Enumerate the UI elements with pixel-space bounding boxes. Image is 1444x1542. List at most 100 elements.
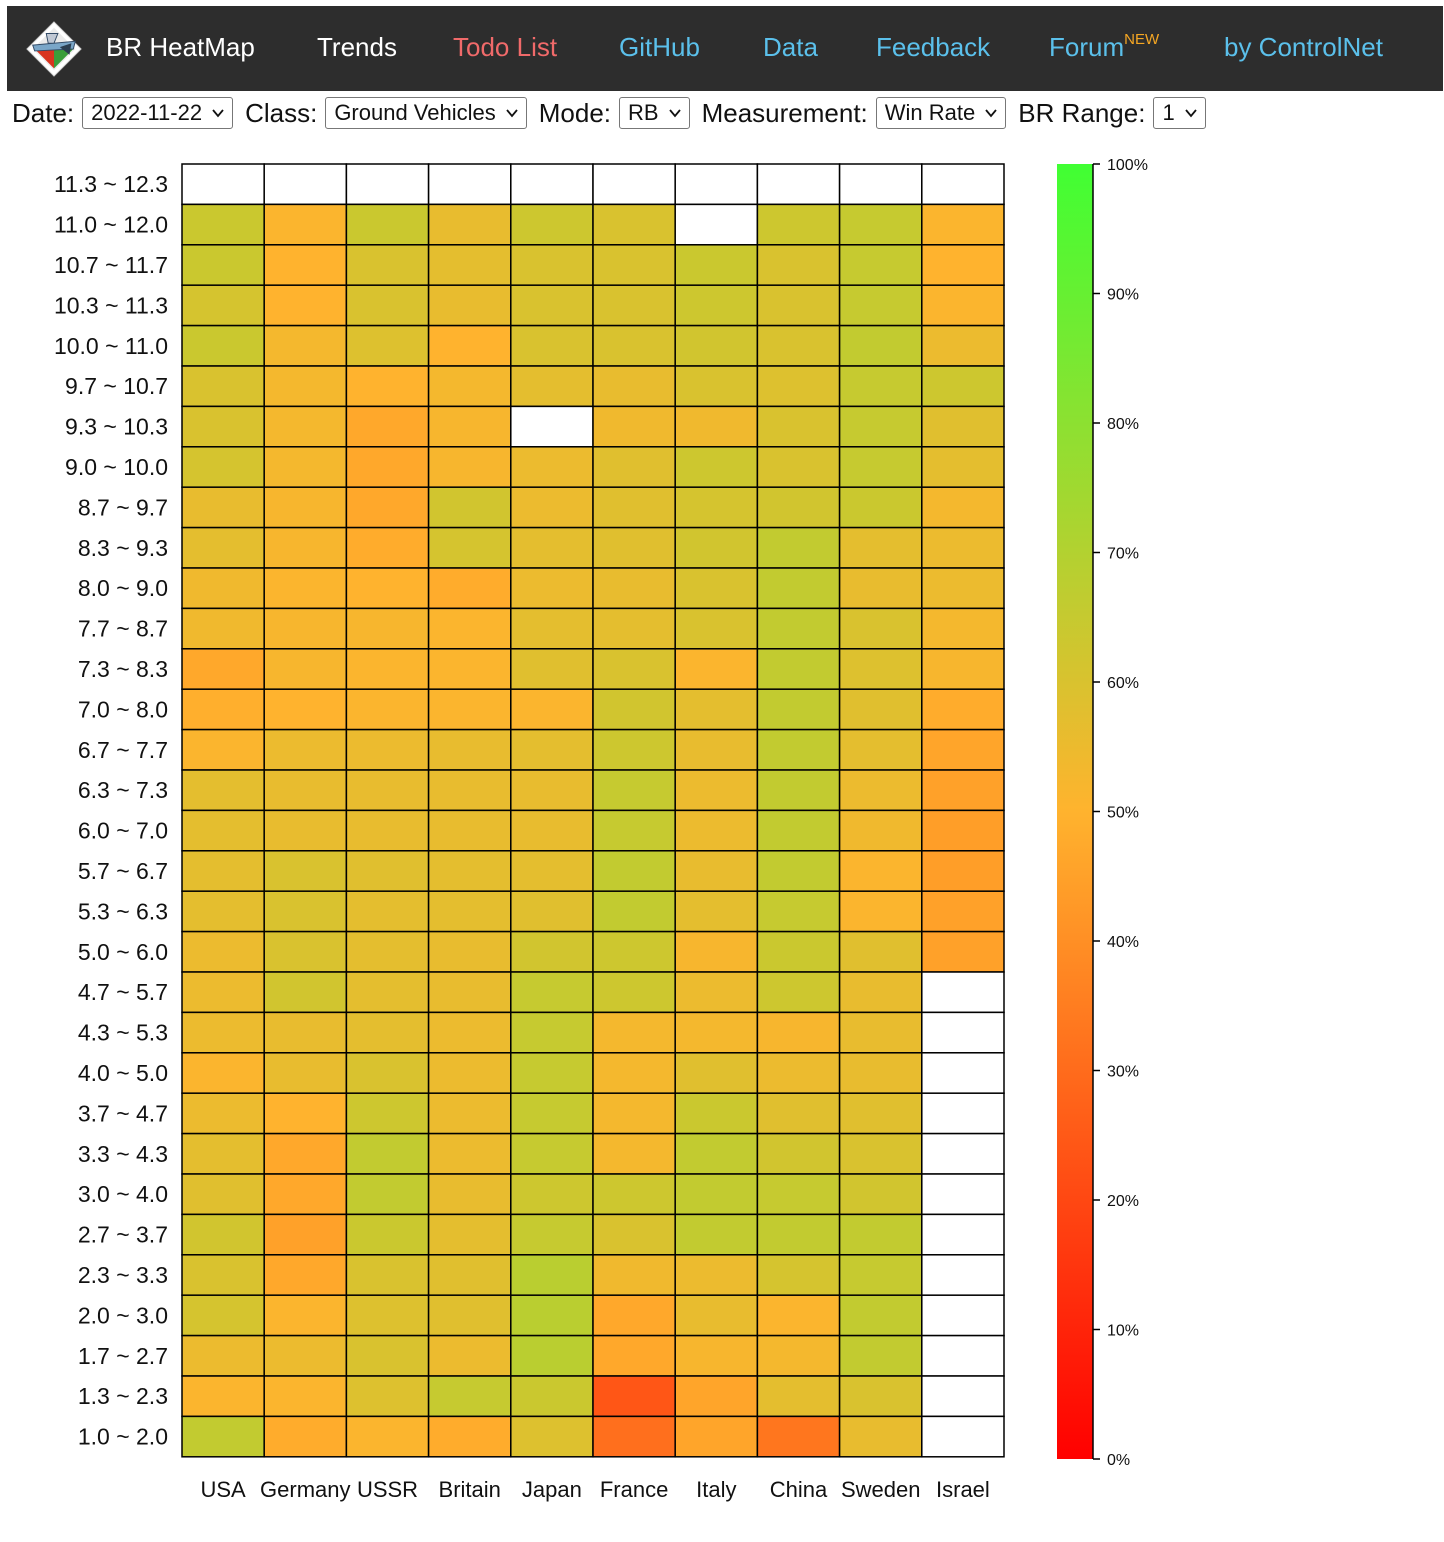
heatmap-cell[interactable] [921,1011,1005,1054]
heatmap-cell[interactable] [510,567,594,610]
heatmap-cell[interactable] [921,446,1005,488]
heatmap-cell[interactable] [427,850,512,892]
heatmap-cell[interactable] [921,1132,1005,1175]
heatmap-cell[interactable] [838,244,923,286]
heatmap-cell[interactable] [838,688,923,731]
heatmap-cell[interactable] [181,446,265,488]
heatmap-cell[interactable] [345,809,430,852]
heatmap-cell[interactable] [756,1334,841,1377]
heatmap-cell[interactable] [510,1254,594,1296]
heatmap-cell[interactable] [674,1334,759,1377]
heatmap-cell[interactable] [921,526,1005,569]
heatmap-cell[interactable] [427,567,512,610]
heatmap-cell[interactable] [921,567,1005,610]
heatmap-cell[interactable] [838,526,923,569]
heatmap-cell[interactable] [345,850,430,892]
heatmap-cell[interactable] [838,769,923,812]
heatmap-cell[interactable] [510,1294,594,1337]
heatmap-cell[interactable] [427,163,512,206]
heatmap-cell[interactable] [510,688,594,731]
heatmap-cell[interactable] [427,971,512,1014]
heatmap-cell[interactable] [181,1415,265,1458]
heatmap-cell[interactable] [263,1415,348,1458]
heatmap-cell[interactable] [838,648,923,690]
heatmap-cell[interactable] [838,324,923,367]
heatmap-cell[interactable] [263,405,348,448]
mode-select[interactable]: RB [619,97,690,129]
heatmap-cell[interactable] [345,769,430,812]
heatmap-cell[interactable] [510,809,594,852]
heatmap-cell[interactable] [756,890,841,933]
heatmap-cell[interactable] [263,1052,348,1094]
heatmap-cell[interactable] [674,1052,759,1094]
heatmap-cell[interactable] [592,728,676,771]
heatmap-cell[interactable] [510,850,594,892]
heatmap-cell[interactable] [838,890,923,933]
heatmap-cell[interactable] [756,688,841,731]
heatmap-cell[interactable] [756,1294,841,1337]
heatmap-cell[interactable] [510,1052,594,1094]
heatmap-cell[interactable] [263,809,348,852]
heatmap-cell[interactable] [427,607,512,650]
heatmap-cell[interactable] [756,405,841,448]
heatmap-cell[interactable] [510,324,594,367]
heatmap-cell[interactable] [592,1254,676,1296]
heatmap-cell[interactable] [263,1213,348,1256]
heatmap-cell[interactable] [427,930,512,973]
heatmap-cell[interactable] [510,365,594,408]
heatmap-cell[interactable] [510,486,594,529]
heatmap-cell[interactable] [592,244,676,286]
heatmap-cell[interactable] [510,446,594,488]
heatmap-cell[interactable] [592,607,676,650]
heatmap-cell[interactable] [345,567,430,610]
heatmap-cell[interactable] [756,1415,841,1458]
heatmap-cell[interactable] [263,607,348,650]
heatmap-cell[interactable] [592,446,676,488]
heatmap-cell[interactable] [921,203,1005,246]
heatmap-cell[interactable] [181,284,265,327]
heatmap-cell[interactable] [345,203,430,246]
heatmap-cell[interactable] [263,688,348,731]
heatmap-cell[interactable] [345,971,430,1014]
heatmap-cell[interactable] [181,526,265,569]
heatmap-cell[interactable] [756,324,841,367]
heatmap-cell[interactable] [674,890,759,933]
heatmap-cell[interactable] [674,648,759,690]
heatmap-cell[interactable] [181,1375,265,1418]
heatmap-cell[interactable] [674,1011,759,1054]
heatmap-cell[interactable] [181,244,265,286]
heatmap-cell[interactable] [921,850,1005,892]
heatmap-cell[interactable] [838,1173,923,1216]
heatmap-cell[interactable] [674,526,759,569]
heatmap-cell[interactable] [181,203,265,246]
heatmap-cell[interactable] [427,244,512,286]
heatmap-cell[interactable] [756,244,841,286]
heatmap-cell[interactable] [674,567,759,610]
heatmap-cell[interactable] [263,890,348,933]
heatmap-cell[interactable] [510,1375,594,1418]
heatmap-cell[interactable] [592,284,676,327]
heatmap-cell[interactable] [510,405,594,448]
heatmap-cell[interactable] [838,163,923,206]
heatmap-cell[interactable] [263,567,348,610]
heatmap-cell[interactable] [427,1254,512,1296]
heatmap-cell[interactable] [181,1173,265,1216]
heatmap-cell[interactable] [592,567,676,610]
heatmap-cell[interactable] [181,486,265,529]
heatmap-cell[interactable] [921,324,1005,367]
heatmap-cell[interactable] [921,728,1005,771]
heatmap-cell[interactable] [756,971,841,1014]
heatmap-cell[interactable] [345,1213,430,1256]
heatmap-cell[interactable] [756,607,841,650]
heatmap-cell[interactable] [345,244,430,286]
heatmap-cell[interactable] [263,365,348,408]
heatmap-cell[interactable] [921,163,1005,206]
heatmap-cell[interactable] [838,1092,923,1135]
heatmap-cell[interactable] [838,1294,923,1337]
heatmap-cell[interactable] [674,607,759,650]
heatmap-cell[interactable] [756,769,841,812]
heatmap-cell[interactable] [345,1092,430,1135]
heatmap-cell[interactable] [674,1375,759,1418]
heatmap-cell[interactable] [838,1132,923,1175]
heatmap-cell[interactable] [263,1334,348,1377]
